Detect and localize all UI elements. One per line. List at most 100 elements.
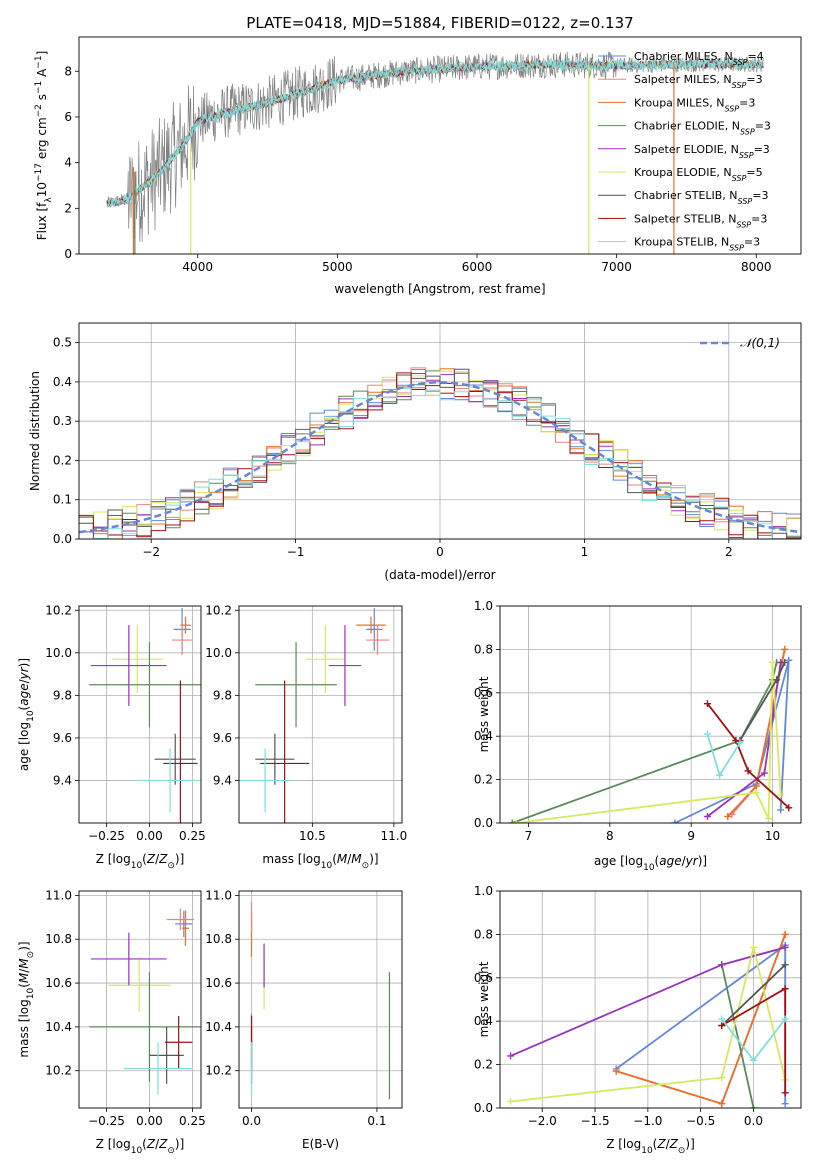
- weight-marker: [703, 700, 711, 708]
- weight-marker: [736, 739, 744, 747]
- weight-line: [510, 947, 787, 1103]
- y-tick-label: 0.8: [474, 642, 493, 656]
- y-tick-label: 10.8: [205, 932, 232, 946]
- figure-title: PLATE=0418, MJD=51884, FIBERID=0122, z=0…: [246, 14, 633, 32]
- weight-marker: [703, 730, 711, 738]
- y-tick-label: 10.2: [205, 603, 232, 617]
- spectrum-frame: [78, 36, 802, 255]
- weight-marker: [744, 767, 752, 775]
- x-tick-label: −1.0: [633, 1114, 662, 1128]
- y-tick-label: 0: [64, 247, 72, 261]
- legend-entry: Chabrier ELODIE, NSSP=3: [634, 120, 771, 137]
- x-tick-label: −0.25: [88, 829, 125, 843]
- y-tick-label: 10.6: [205, 976, 232, 990]
- legend-entry: Chabrier STELIB, NSSP=3: [634, 189, 768, 206]
- y-tick-label: 0.1: [53, 493, 72, 507]
- weight_vs_age-data: [508, 645, 793, 823]
- weight-marker: [769, 658, 777, 666]
- y-tick-label: 9.8: [53, 688, 72, 702]
- spectrum-ylabel: Flux [fλ10−17 erg cm−2 s−1 A−1]: [34, 51, 54, 241]
- x-tick-label: −1.5: [580, 1114, 609, 1128]
- weight-marker: [718, 1074, 726, 1082]
- normal-curve: [79, 381, 801, 534]
- weight-marker: [781, 645, 789, 653]
- legend-entry: Kroupa MILES, NSSP=3: [634, 96, 755, 113]
- y-tick-label: 10.0: [45, 646, 72, 660]
- weight-marker: [718, 961, 726, 969]
- y-tick-label: 0.0: [474, 1101, 493, 1115]
- y-tick-label: 0.0: [474, 816, 493, 830]
- x-tick-label: 0.00: [136, 829, 163, 843]
- weight-line: [721, 964, 786, 1027]
- y-tick-label: 0.6: [474, 971, 493, 985]
- x-tick-label: 11.0: [380, 829, 407, 843]
- y-tick-label: 0.2: [474, 1058, 493, 1072]
- y-tick-label: 4: [64, 156, 72, 170]
- y-tick-label: 0.6: [474, 686, 493, 700]
- y-tick-label: 0.0: [53, 532, 72, 546]
- weight-marker: [781, 930, 789, 938]
- legend-entry: Salpeter STELIB, NSSP=3: [634, 212, 767, 229]
- spectrum-xlabel: wavelength [Angstrom, rest frame]: [334, 282, 545, 296]
- y-tick-label: 10.4: [45, 1020, 72, 1034]
- y-tick-label: 1.0: [474, 599, 493, 613]
- y-tick-label: 10.4: [205, 1020, 232, 1034]
- x-tick-label: −2.0: [528, 1114, 557, 1128]
- x-tick-label: 0.0: [744, 1114, 763, 1128]
- y-tick-label: 9.6: [213, 731, 232, 745]
- residuals-data: [79, 367, 801, 539]
- x-tick-label: 10: [765, 829, 780, 843]
- x-tick-label: 0: [436, 545, 444, 559]
- weight-marker: [749, 1104, 757, 1108]
- legend-entry: 𝒩(0,1): [740, 336, 780, 350]
- y-tick-label: 10.6: [45, 976, 72, 990]
- y-tick-label: 0.3: [53, 414, 72, 428]
- y-tick-label: 0.4: [474, 729, 493, 743]
- age_vs_Z-data: [89, 608, 201, 823]
- x-tick-label: 5000: [322, 260, 353, 274]
- x-tick-label: 4000: [182, 260, 213, 274]
- mass_vs_ebv-data: [250, 901, 391, 1100]
- y-tick-label: 6: [64, 110, 72, 124]
- weight-marker: [781, 943, 789, 951]
- mass_vs_ebv-frame: [238, 890, 403, 1109]
- y-tick-label: 11.0: [45, 888, 72, 902]
- weight-marker: [752, 789, 760, 797]
- weight-line: [706, 703, 790, 809]
- x-tick-label: −2: [142, 545, 160, 559]
- x-tick-label: 7: [525, 829, 533, 843]
- weight-vs-age-xlabel: age [log10(age/yr)]: [594, 854, 707, 873]
- spectrum-axes: 4000 5000 6000 7000 8000 0 2 4 6 8: [64, 64, 771, 274]
- weight-marker: [777, 806, 785, 814]
- residual-histogram: [79, 386, 801, 539]
- y-tick-label: 10.8: [45, 932, 72, 946]
- weight-marker: [718, 1015, 726, 1023]
- x-tick-label: 8: [606, 829, 614, 843]
- weight-marker: [703, 812, 711, 820]
- weight-marker: [724, 812, 732, 820]
- weight-marker: [716, 771, 724, 779]
- y-tick-label: 8: [64, 64, 72, 78]
- weight-marker: [671, 819, 679, 823]
- y-tick-label: 11.0: [205, 888, 232, 902]
- y-tick-label: 10.2: [45, 1064, 72, 1078]
- y-tick-label: 1.0: [474, 884, 493, 898]
- weight-marker: [781, 1015, 789, 1023]
- weight-marker: [764, 815, 772, 823]
- weight-marker: [612, 1067, 620, 1075]
- weight-marker: [732, 737, 740, 745]
- residual-histogram: [79, 368, 801, 539]
- legend-entry: Chabrier MILES, NSSP=4: [634, 50, 764, 67]
- residuals-ylabel: Normed distribution: [28, 371, 42, 491]
- age_vs_mass-frame: [238, 605, 403, 824]
- weight-marker: [749, 943, 757, 951]
- weight-marker: [718, 1022, 726, 1030]
- weight_vs_Z-ylabel: mass weight: [477, 961, 491, 1037]
- weight_vs_Z-frame: [499, 890, 802, 1109]
- residuals-frame: [78, 322, 802, 540]
- weight-marker: [752, 782, 760, 790]
- y-tick-label: 0.4: [474, 1014, 493, 1028]
- weight-marker: [781, 985, 789, 993]
- model-spectrum-kroupa-stelib: [106, 57, 764, 209]
